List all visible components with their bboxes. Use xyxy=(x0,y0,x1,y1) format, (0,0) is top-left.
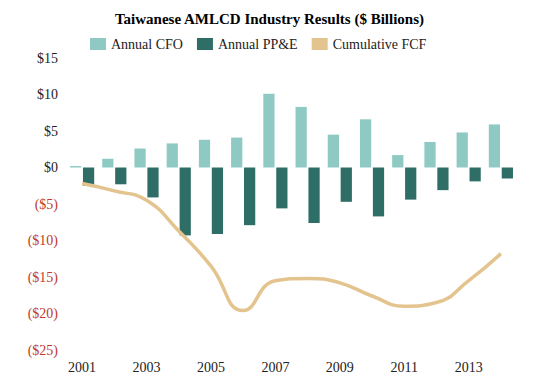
svg-text:2001: 2001 xyxy=(68,360,96,375)
svg-text:$15: $15 xyxy=(37,51,58,66)
svg-text:2009: 2009 xyxy=(326,360,354,375)
svg-text:2007: 2007 xyxy=(261,360,289,375)
svg-text:($15): ($15) xyxy=(28,270,59,286)
svg-text:Cumulative FCF: Cumulative FCF xyxy=(333,37,427,52)
svg-text:Annual CFO: Annual CFO xyxy=(111,37,183,52)
svg-text:$0: $0 xyxy=(44,160,58,175)
svg-text:2005: 2005 xyxy=(197,360,225,375)
svg-text:($10): ($10) xyxy=(28,233,59,249)
svg-text:Annual PP&E: Annual PP&E xyxy=(218,37,298,52)
svg-text:($25): ($25) xyxy=(28,343,59,359)
svg-text:2013: 2013 xyxy=(455,360,483,375)
svg-text:2011: 2011 xyxy=(391,360,418,375)
svg-text:Taiwanese AMLCD Industry Resul: Taiwanese AMLCD Industry Results ($ Bill… xyxy=(115,11,424,28)
svg-text:($5): ($5) xyxy=(35,197,59,213)
svg-text:$10: $10 xyxy=(37,87,58,102)
svg-text:$5: $5 xyxy=(44,124,58,139)
svg-text:2003: 2003 xyxy=(133,360,161,375)
svg-text:($20): ($20) xyxy=(28,306,59,322)
